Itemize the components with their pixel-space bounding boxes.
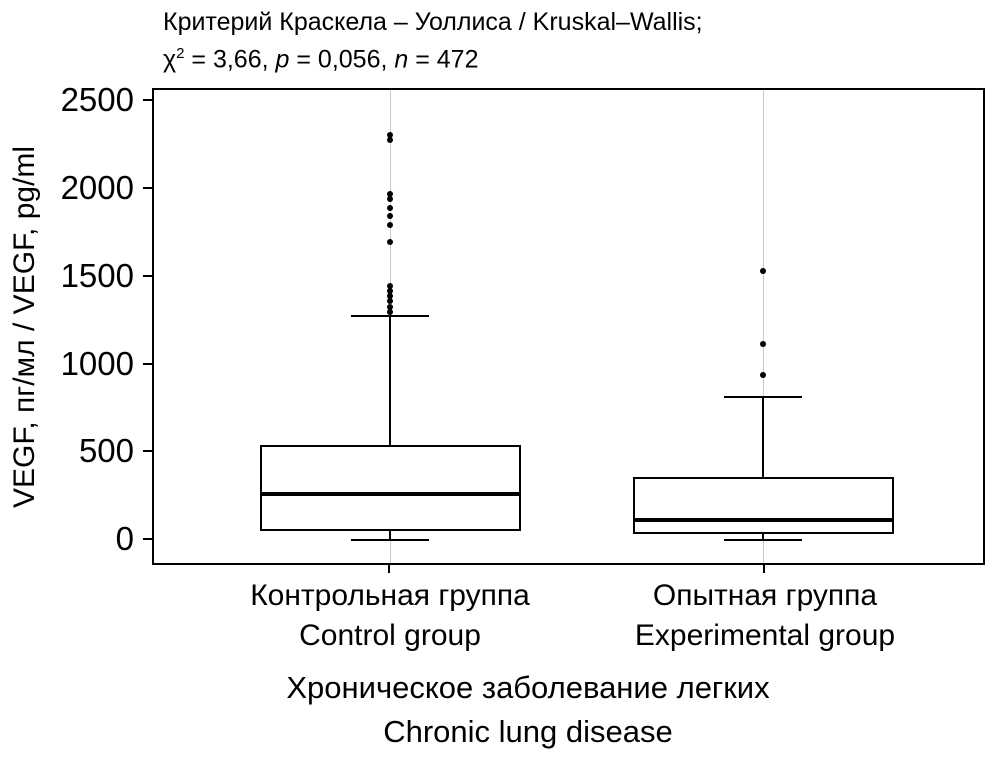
outlier-point [387,298,394,305]
outlier-point [387,282,394,289]
whisker-lower [389,530,392,541]
stat-n-value: = 472 [408,45,479,74]
y-axis: 0 500 1000 1500 2000 2500 [0,81,152,565]
stat-chi-value: = 3,66, [184,45,276,74]
stat-chi-symbol: χ [163,45,177,74]
outlier-point [387,222,394,229]
y-tick-label: 0 [115,520,134,558]
outlier-point [387,309,394,316]
x-tick-mark [388,565,391,573]
y-tick-label: 1500 [60,256,134,294]
outlier-point [387,303,394,310]
y-tick-label: 2500 [60,81,134,119]
stat-chi-exponent: 2 [176,45,185,62]
whisker-lower [762,534,765,541]
chart-title-line1: Критерий Краскела – Уоллиса / Kruskal–Wa… [163,8,703,36]
y-tick-mark [143,362,152,365]
y-tick-label: 500 [78,432,134,470]
outlier-point [387,293,394,300]
outlier-point [387,131,394,138]
x-axis [152,565,985,577]
category-label-experimental-ru: Опытная группа [652,579,878,612]
chart-title-stats: χ2 = 3,66, p = 0,056, n = 472 [163,38,703,75]
outlier-point [387,213,394,220]
outlier-point [387,287,394,294]
y-tick-label: 1000 [60,344,134,382]
stat-p-symbol: p [275,45,290,74]
whisker-cap-upper [724,396,803,399]
whisker-upper [389,315,392,446]
y-tick-mark [143,538,152,541]
category-gridline [762,90,764,563]
x-axis-label-ru: Хроническое заболевание легких [286,670,770,705]
whisker-cap-upper [351,314,430,317]
stat-p-value: = 0,056, [289,45,395,74]
whisker-cap-lower [724,539,803,542]
outlier-point [760,372,767,379]
chart-title: Критерий Краскела – Уоллиса / Kruskal–Wa… [163,6,703,75]
y-tick-mark [143,450,152,453]
box [632,477,894,535]
y-tick-mark [143,187,152,190]
box [259,445,521,531]
median-line [259,491,521,496]
y-tick-mark [143,274,152,277]
outlier-point [387,195,394,202]
category-label-control-ru: Контрольная группа [250,579,530,612]
whisker-upper [762,397,765,477]
category-label-experimental-en: Experimental group [634,619,896,652]
median-line [632,518,894,522]
y-tick-label: 2000 [60,169,134,207]
category-label-control: Контрольная группа Control group [170,576,610,656]
outlier-point [387,204,394,211]
whisker-cap-lower [351,539,430,542]
stat-n-symbol: n [394,45,409,74]
y-tick-mark [143,99,152,102]
x-axis-label-en: Chronic lung disease [383,714,673,749]
plot-area [152,88,985,565]
category-label-control-en: Control group [299,619,481,652]
outlier-point [387,137,394,144]
outlier-point [760,267,767,274]
outlier-point [387,191,394,198]
category-label-experimental: Опытная группа Experimental group [545,576,985,656]
outlier-point [760,340,767,347]
x-axis-label: Хроническое заболевание легких Chronic l… [64,666,992,754]
outlier-point [387,238,394,245]
x-tick-mark [763,565,766,573]
